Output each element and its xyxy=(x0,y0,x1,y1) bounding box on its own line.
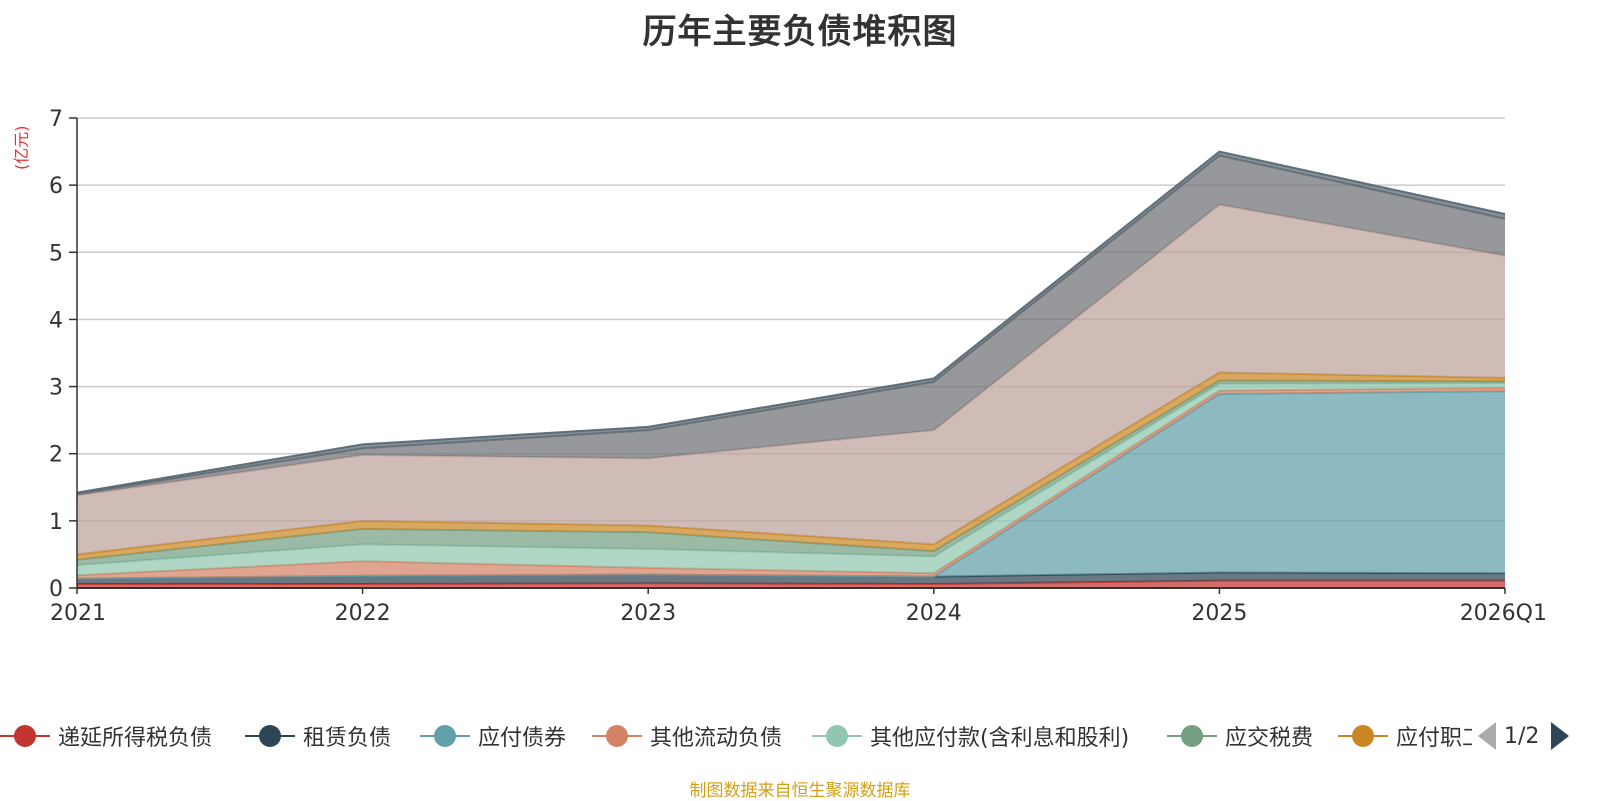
legend-label: 租赁负债 xyxy=(303,726,392,751)
source-note: 制图数据来自恒生聚源数据库 xyxy=(689,781,911,801)
legend-items: 递延所得税负债 租赁负债 应付债券 其他流动负债 其他应付款(含利息和股利) 应交税费 应付… xyxy=(0,716,1472,756)
legend-item[interactable]: 应付债券 xyxy=(420,716,566,756)
legend-marker-icon xyxy=(592,716,642,756)
legend-marker-icon xyxy=(0,716,50,756)
legend-label: 应交税费 xyxy=(1225,726,1314,751)
area-series-2[interactable] xyxy=(77,391,1505,579)
x-tick-label: 2025 xyxy=(1191,601,1247,626)
legend-label: 应付职工薪酬 xyxy=(1396,726,1472,751)
legend-item[interactable]: 其他应付款(含利息和股利) xyxy=(812,716,1129,756)
axes: 0 1 2 3 4 5 6 7 2021 2022 2023 2024 2025 2026Q1 xyxy=(49,107,1547,626)
legend-marker-icon xyxy=(245,716,295,756)
legend-marker-icon xyxy=(1338,716,1388,756)
x-tick-label: 2026Q1 xyxy=(1460,601,1547,626)
area-series-7[interactable] xyxy=(77,204,1505,555)
legend-label: 递延所得税负债 xyxy=(58,726,213,751)
area-series-5[interactable] xyxy=(77,380,1505,566)
x-tick-label: 2023 xyxy=(620,601,676,626)
area-series-8[interactable] xyxy=(77,155,1505,496)
legend-item[interactable]: 应付职工薪酬 xyxy=(1338,716,1472,756)
y-tick-label: 6 xyxy=(49,174,63,199)
area-series xyxy=(76,150,1506,588)
y-tick-label: 2 xyxy=(49,443,63,468)
area-series-1[interactable] xyxy=(77,572,1505,584)
series-line-9 xyxy=(76,150,1506,494)
area-series-9[interactable] xyxy=(77,151,1505,495)
y-tick-label: 3 xyxy=(49,376,63,401)
chart-title: 历年主要负债堆积图 xyxy=(642,12,958,52)
y-tick-label: 5 xyxy=(49,241,63,266)
legend-marker-icon xyxy=(812,716,862,756)
x-tick-label: 2021 xyxy=(50,601,106,626)
x-tick-label: 2022 xyxy=(335,601,391,626)
area-series-6[interactable] xyxy=(77,372,1505,560)
legend-item[interactable]: 租赁负债 xyxy=(245,716,391,756)
legend-next-page-icon[interactable] xyxy=(1551,722,1570,750)
legend-label: 应付债券 xyxy=(478,726,567,751)
legend-marker-icon xyxy=(1167,716,1217,756)
area-series-4[interactable] xyxy=(77,383,1505,576)
legend-label: 其他应付款(含利息和股利) xyxy=(870,726,1130,751)
y-tick-label: 7 xyxy=(49,107,63,132)
legend-item[interactable]: 其他流动负债 xyxy=(592,716,782,756)
y-tick-label: 4 xyxy=(49,308,63,333)
legend-item[interactable]: 应交税费 xyxy=(1167,716,1313,756)
x-tick-label: 2024 xyxy=(906,601,962,626)
legend-pager: 1/2 xyxy=(1478,716,1570,756)
legend-label: 其他流动负债 xyxy=(650,726,783,751)
legend-prev-page-icon[interactable] xyxy=(1478,722,1496,750)
legend: 递延所得税负债 租赁负债 应付债券 其他流动负债 其他应付款(含利息和股利) 应交税费 应付… xyxy=(0,716,1600,756)
legend-marker-icon xyxy=(420,716,470,756)
y-tick-label: 1 xyxy=(49,510,63,535)
legend-page-indicator: 1/2 xyxy=(1504,723,1540,749)
legend-item[interactable]: 递延所得税负债 xyxy=(0,716,212,756)
y-tick-label: 0 xyxy=(49,577,63,602)
